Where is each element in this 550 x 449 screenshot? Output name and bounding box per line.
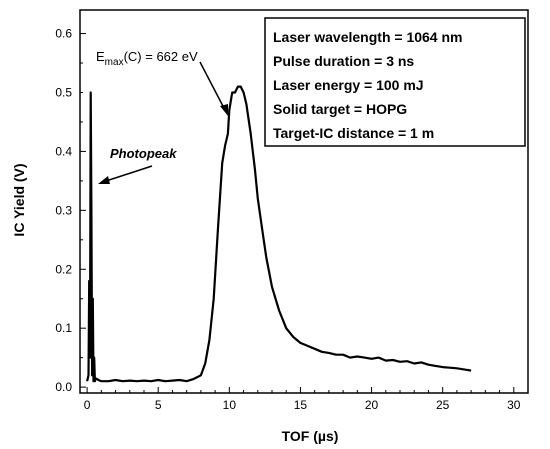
y-tick-label: 0.1 <box>55 321 72 335</box>
photopeak-arrowhead <box>98 176 110 184</box>
y-tick-label: 0.0 <box>55 380 72 394</box>
y-tick-label: 0.2 <box>55 262 72 276</box>
series-line <box>86 85 472 383</box>
info-line-pulse-duration: Pulse duration = 3 ns <box>273 53 414 69</box>
x-axis-label: TOF (µs) <box>282 428 339 444</box>
plot-frame <box>79 9 529 394</box>
peak-annotation-sub: max <box>105 57 124 68</box>
x-axis-ticks: 0 5 10 15 20 25 30 <box>84 387 521 412</box>
peak-annotation-main: E <box>96 49 105 64</box>
x-tick-label: 30 <box>507 398 521 412</box>
photopeak-label: Photopeak <box>110 146 177 161</box>
y-tick-label: 0.4 <box>55 144 72 158</box>
y-tick-label: 0.5 <box>55 85 72 99</box>
y-axis-ticks: 0.0 0.1 0.2 0.3 0.4 0.5 0.6 <box>55 27 86 394</box>
info-line-laser-energy: Laser energy = 100 mJ <box>273 77 424 93</box>
y-tick-label: 0.6 <box>55 27 72 41</box>
info-line-wavelength: Laser wavelength = 1064 nm <box>273 29 462 45</box>
peak-annotation-leader <box>199 61 226 111</box>
info-box <box>264 17 526 147</box>
peak-annotation: Emax(C) = 662 eV <box>96 49 198 68</box>
info-line-target-distance: Target-IC distance = 1 m <box>273 125 434 141</box>
x-tick-label: 20 <box>365 398 379 412</box>
y-tick-label: 0.3 <box>55 203 72 217</box>
y-axis-label: IC Yield (V) <box>11 163 27 236</box>
peak-annotation-arrowhead <box>220 104 228 116</box>
info-line-solid-target: Solid target = HOPG <box>273 101 407 117</box>
x-tick-label: 5 <box>155 398 162 412</box>
peak-annotation-rest: (C) = 662 eV <box>124 49 198 64</box>
x-tick-label: 25 <box>436 398 450 412</box>
photopeak-leader <box>105 165 153 182</box>
x-tick-label: 15 <box>294 398 308 412</box>
x-tick-label: 0 <box>84 398 91 412</box>
x-tick-label: 10 <box>223 398 237 412</box>
